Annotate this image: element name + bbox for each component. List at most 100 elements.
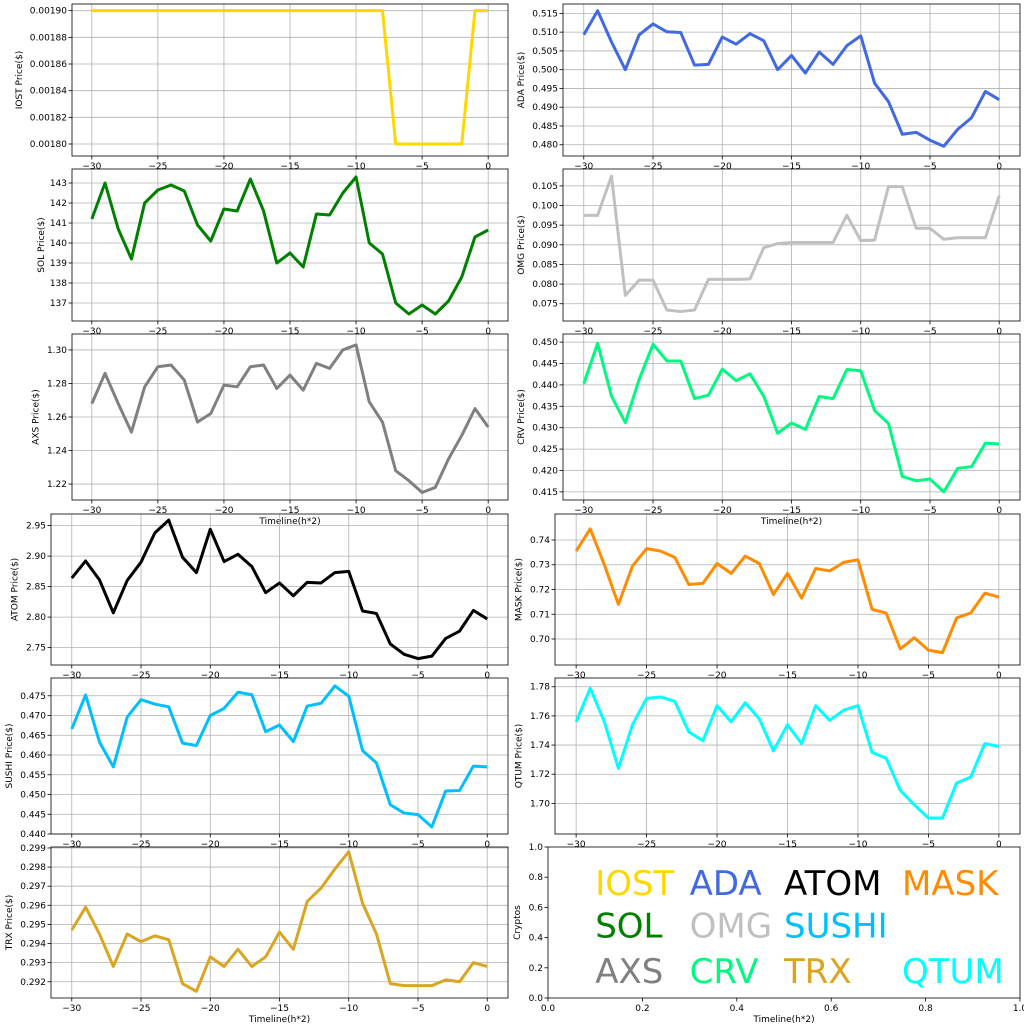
- y-tick-label: 143: [50, 179, 67, 189]
- subplot-qtum: −30 −25 −20 −15 −10 −5 0 1.70 1.72 1.74 1.76 1.78 QT…: [515, 677, 1021, 850]
- y-tick-label: 0.292: [20, 978, 46, 988]
- y-axis-label: QTUM Price($): [515, 724, 525, 789]
- x-tick-label: −20: [713, 506, 732, 516]
- x-tick-label: −15: [281, 506, 300, 516]
- legend-entry-omg: OMG: [690, 907, 772, 947]
- subplot-sushi: −30 −25 −20 −15 −10 −5 0 0.440 0.445 0.450 0.455 0.…: [5, 677, 509, 850]
- y-tick-label: 0.0: [529, 994, 544, 1004]
- x-tick-label: −5: [411, 840, 424, 850]
- subplot-mask: −30 −25 −20 −15 −10 −5 0 0.70 0.71 0.72 0.73 0.74 MA…: [515, 513, 1021, 681]
- y-tick-label: 0.00186: [30, 60, 67, 70]
- y-tick-label: 0.00188: [30, 33, 67, 43]
- x-tick-label: −30: [82, 506, 101, 516]
- subplot-trx: −30 −25 −20 −15 −10 −5 0 0.292 0.293 0.294 0.295 0.…: [5, 844, 509, 1024]
- axes-frame: [50, 677, 509, 835]
- x-tick-label: −5: [923, 506, 936, 516]
- y-tick-label: 0.4: [529, 934, 544, 944]
- x-tick-label: −10: [851, 506, 870, 516]
- subplot-ada: −30 −25 −20 −15 −10 −5 0 0.480 0.485 0.490 0.495 0.…: [517, 3, 1021, 172]
- y-axis-label: MASK Price($): [515, 558, 525, 621]
- x-tick-label: −25: [132, 1004, 151, 1014]
- y-tick-label: 0.00184: [30, 87, 67, 97]
- subplot-atom: −30 −25 −20 −15 −10 −5 0 2.75 2.80 2.85 2.90 2.95 AT…: [11, 513, 509, 681]
- x-axis-label: Timeline(h*2): [752, 1015, 814, 1024]
- series-line: [70, 518, 489, 661]
- x-tick-label: −15: [270, 840, 289, 850]
- axes-frame: [562, 168, 1021, 322]
- legend-entry-axs: AXS: [595, 952, 663, 992]
- y-tick-label: 0.8: [529, 873, 544, 883]
- legend-entry-qtum: QTUM: [902, 952, 1004, 992]
- y-tick-label: 0.294: [20, 940, 46, 950]
- x-tick-label: −10: [848, 840, 867, 850]
- x-tick-label: −5: [923, 327, 936, 337]
- series-line: [70, 684, 488, 829]
- y-axis-label: IOST Price($): [15, 51, 25, 110]
- series-line: [90, 175, 489, 316]
- y-tick-label: 0.475: [20, 692, 46, 702]
- x-tick-label: −20: [713, 162, 732, 172]
- x-tick-label: −15: [782, 327, 801, 337]
- x-tick-label: −10: [851, 327, 870, 337]
- x-tick-label: −30: [82, 162, 101, 172]
- x-tick-label: −20: [201, 840, 220, 850]
- y-tick-label: 0.293: [20, 959, 46, 969]
- y-tick-label: 0.420: [532, 466, 558, 476]
- x-tick-label: −30: [567, 840, 586, 850]
- legend-entry-iost: IOST: [595, 864, 674, 904]
- y-tick-label: 1.74: [530, 741, 550, 751]
- x-tick-label: −10: [339, 1004, 358, 1014]
- y-tick-label: 0.445: [532, 360, 558, 370]
- x-tick-label: −5: [415, 327, 428, 337]
- y-tick-label: 0.465: [20, 731, 46, 741]
- y-tick-label: 1.76: [530, 712, 550, 722]
- x-tick-label: −20: [214, 327, 233, 337]
- y-tick-label: 0.74: [530, 536, 550, 546]
- x-tick-label: −30: [62, 840, 81, 850]
- x-tick-label: −20: [713, 327, 732, 337]
- y-axis-label: SUSHI Price($): [5, 724, 15, 789]
- y-tick-label: 0.435: [532, 402, 558, 412]
- y-tick-label: 0.430: [532, 424, 558, 434]
- y-tick-label: 0.298: [20, 863, 46, 873]
- axes-frame: [554, 677, 1021, 835]
- x-tick-label: −25: [148, 327, 167, 337]
- y-tick-label: 0.425: [532, 445, 558, 455]
- y-tick-label: 1.72: [530, 770, 550, 780]
- y-tick-label: 0.515: [532, 9, 558, 19]
- x-tick-label: 0: [485, 162, 491, 172]
- x-tick-label: 0: [484, 671, 490, 681]
- x-tick-label: 0: [484, 1004, 490, 1014]
- y-tick-label: 0.455: [20, 771, 46, 781]
- x-tick-label: −30: [574, 506, 593, 516]
- x-axis-label: Timeline(h*2): [258, 517, 320, 527]
- x-tick-label: 0: [485, 506, 491, 516]
- x-tick-label: −30: [567, 671, 586, 681]
- x-tick-label: −20: [201, 1004, 220, 1014]
- y-tick-label: 138: [50, 279, 67, 289]
- x-tick-label: −15: [281, 327, 300, 337]
- y-tick-label: 0.6: [529, 903, 544, 913]
- x-tick-label: −10: [339, 671, 358, 681]
- subplot-axs: −30 −25 −20 −15 −10 −5 0 1.22 1.24 1.26 1.28 1.30 AX…: [32, 333, 509, 527]
- y-tick-label: 0.460: [20, 751, 46, 761]
- x-tick-label: −25: [132, 671, 151, 681]
- subplot-sol: −30 −25 −20 −15 −10 −5 0 137 138 139 140 141 142 143 S…: [37, 168, 509, 337]
- subplot-cryptos: 0.0 0.2 0.4 0.6 0.8 1.0 0.0 0.2 0.4 0.6 0.8 1.0 Cryp…: [513, 843, 1024, 1024]
- x-tick-label: −30: [82, 327, 101, 337]
- y-tick-label: 140: [50, 239, 67, 249]
- y-tick-label: 0.075: [532, 300, 558, 310]
- series-line: [582, 9, 1000, 148]
- x-tick-label: −15: [782, 162, 801, 172]
- legend-entry-sol: SOL: [595, 907, 662, 947]
- y-tick-label: 2.80: [26, 613, 46, 623]
- y-tick-label: 0.470: [20, 712, 46, 722]
- x-tick-label: −25: [644, 506, 663, 516]
- x-tick-label: −10: [347, 327, 366, 337]
- legend-entry-sushi: SUSHI: [784, 907, 888, 947]
- y-axis-label: TRX Price($): [5, 895, 15, 951]
- subplot-iost: −30 −25 −20 −15 −10 −5 0 0.00180 0.00182 0.00184 0…: [15, 3, 509, 172]
- y-tick-label: 0.72: [530, 586, 550, 596]
- legend-entry-trx: TRX: [783, 952, 852, 992]
